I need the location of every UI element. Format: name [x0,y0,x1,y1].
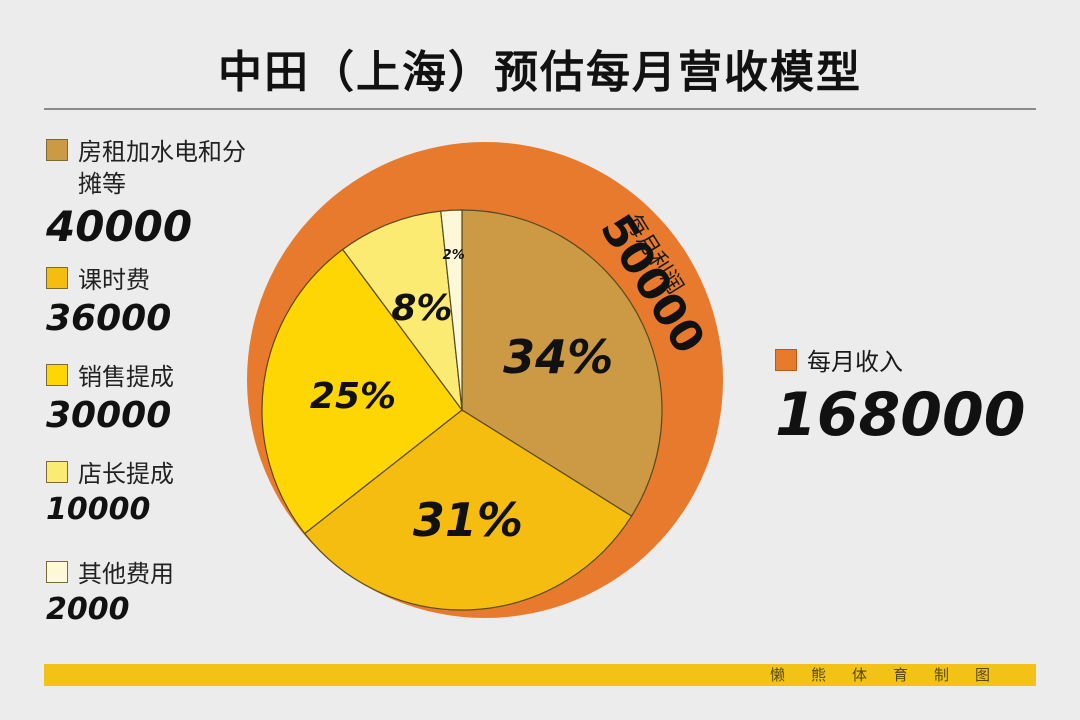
legend-value-sales-commission: 30000 [46,395,172,436]
income-swatch [775,349,797,371]
slice-rent [461,209,663,517]
slice-rent-label: 34% [503,330,613,384]
slice-manager-commission [341,210,463,413]
legend-label-sales-commission: 销售提成 [78,363,174,391]
legend-label-manager-commission: 店长提成 [78,460,174,488]
legend-swatch-sales-commission [46,364,68,386]
legend-value-class-fee: 36000 [46,298,172,339]
monthly-income: 每月收入 168000 [775,346,1055,450]
slice-class-fee-label: 31% [413,493,523,547]
slice-sales-commission-label: 25% [310,376,396,417]
title-divider [44,108,1036,110]
footer-credit: 懒熊体育制图 [769,666,1016,684]
legend-item-other: 其他费用 2000 [46,558,296,627]
slice-other [440,209,463,411]
page-title: 中田（上海）预估每月营收模型 [218,47,862,98]
legend-value-rent: 40000 [46,202,193,251]
legend-value-other: 2000 [46,592,130,627]
legend-value-manager-commission: 10000 [46,492,151,527]
pie-slices [261,209,663,611]
income-value: 168000 [775,380,1026,450]
legend-item-manager-commission: 店长提成 10000 [46,458,296,527]
slice-sales-commission [261,248,463,535]
legend-item-rent: 房租加水电和分摊等 40000 [46,136,296,251]
pie-slice-labels: 34% 31% 25% 8% 2% [310,248,613,547]
legend-item-sales-commission: 销售提成 30000 [46,361,296,436]
legend-swatch-other [46,561,68,583]
income-label: 每月收入 [807,348,903,376]
slice-class-fee [303,409,633,611]
footer-bar: 懒熊体育制图 [44,664,1036,686]
legend-label-other: 其他费用 [78,560,174,588]
slice-other-label: 2% [443,248,465,263]
legend-swatch-class-fee [46,267,68,289]
legend-item-class-fee: 课时费 36000 [46,264,296,339]
slice-manager-commission-label: 8% [391,288,452,329]
legend-label-class-fee: 课时费 [78,266,150,294]
legend-swatch-rent [46,139,68,161]
legend-swatch-manager-commission [46,461,68,483]
legend-label-rent: 房租加水电和分摊等 [78,138,246,198]
